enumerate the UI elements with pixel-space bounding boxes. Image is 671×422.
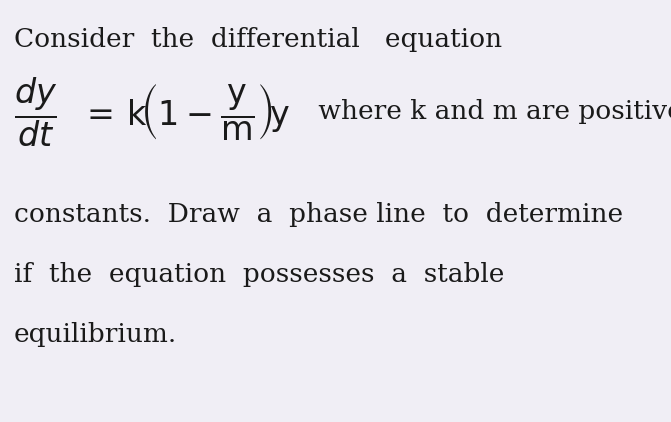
Text: Consider  the  differential   equation: Consider the differential equation — [14, 27, 502, 52]
Text: where k and m are positive: where k and m are positive — [310, 100, 671, 124]
Text: if  the  equation  possesses  a  stable: if the equation possesses a stable — [14, 262, 505, 287]
Text: $\dfrac{dy}{dt}$: $\dfrac{dy}{dt}$ — [14, 75, 57, 149]
Text: equilibrium.: equilibrium. — [14, 322, 177, 347]
Text: $=\,\mathrm{k}\!\left(1-\dfrac{\mathrm{y}}{\mathrm{m}}\right)\!\mathrm{y}$: $=\,\mathrm{k}\!\left(1-\dfrac{\mathrm{y… — [80, 82, 290, 142]
Text: constants.  Draw  a  phase line  to  determine: constants. Draw a phase line to determin… — [14, 202, 623, 227]
